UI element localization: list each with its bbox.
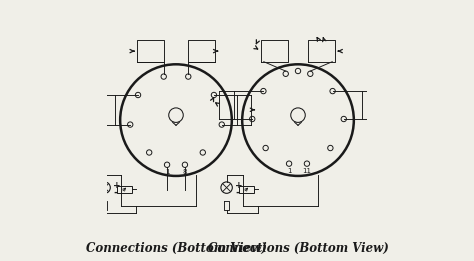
Text: +: + — [236, 181, 243, 190]
Bar — [239, 186, 254, 193]
Text: 11: 11 — [302, 168, 311, 174]
Text: +: + — [113, 181, 121, 190]
Text: 1: 1 — [287, 168, 292, 174]
Bar — [118, 186, 132, 193]
Text: -: - — [236, 187, 240, 197]
Text: 8: 8 — [182, 169, 187, 175]
Text: Connections (Bottom View): Connections (Bottom View) — [86, 242, 266, 255]
Text: -: - — [113, 187, 118, 197]
Text: Connections (Bottom View): Connections (Bottom View) — [208, 242, 388, 255]
Text: 1: 1 — [165, 169, 169, 175]
